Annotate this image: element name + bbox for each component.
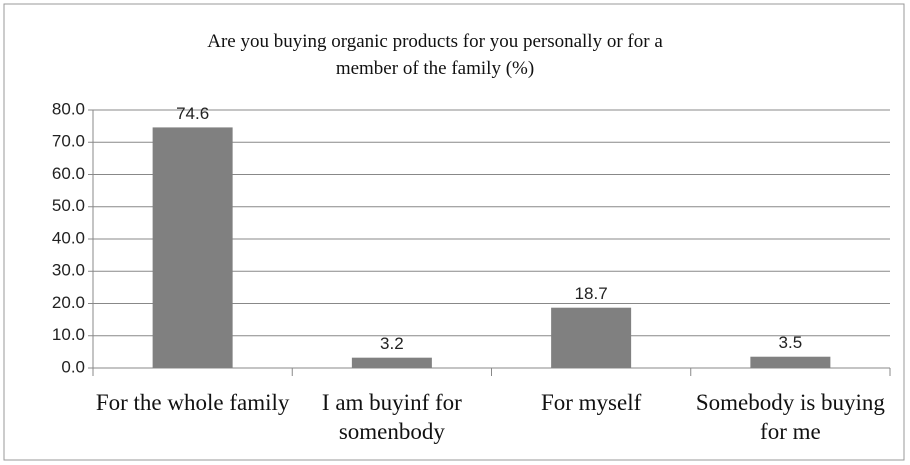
bar [351, 357, 432, 368]
x-tick-label: For the whole family [95, 390, 290, 415]
data-label: 18.7 [575, 284, 608, 303]
bar [551, 307, 632, 368]
data-label: 74.6 [176, 104, 209, 123]
y-tick-label: 40.0 [52, 228, 85, 247]
chart-title: Are you buying organic products for you … [207, 31, 663, 79]
x-tick-label: For myself [540, 390, 642, 415]
y-tick-label: 50.0 [52, 196, 85, 215]
y-tick-label: 30.0 [52, 261, 85, 280]
y-tick-label: 20.0 [52, 293, 85, 312]
data-label: 3.2 [380, 334, 404, 353]
data-label: 3.5 [779, 333, 803, 352]
y-tick-label: 10.0 [52, 325, 85, 344]
x-tick-label: Somebody is buying for me [695, 390, 885, 444]
y-tick-label: 0.0 [61, 357, 85, 376]
chart-border [3, 3, 905, 461]
y-tick-label: 60.0 [52, 164, 85, 183]
bar [152, 127, 233, 368]
x-tick-label: I am buyinf for somenbody [321, 390, 462, 444]
bar [750, 356, 831, 368]
y-tick-label: 70.0 [52, 132, 85, 151]
y-tick-label: 80.0 [52, 99, 85, 118]
